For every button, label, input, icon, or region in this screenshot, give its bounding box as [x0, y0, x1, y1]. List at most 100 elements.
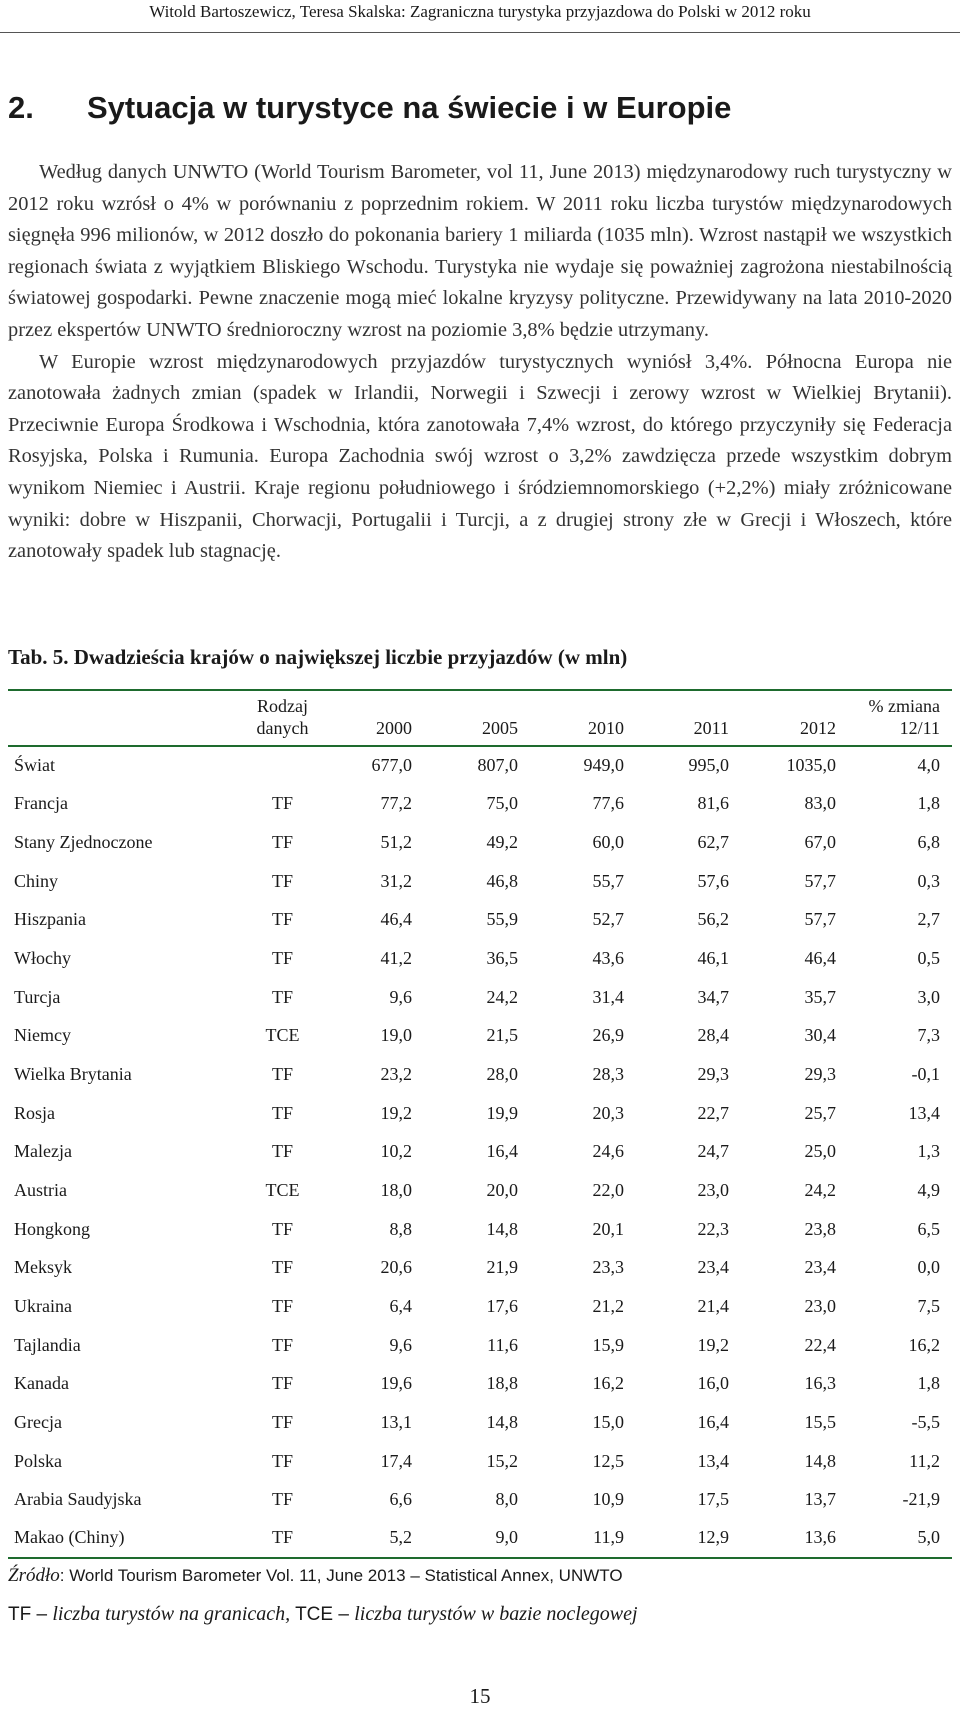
country: Grecja — [14, 1411, 62, 1432]
table-row: Grecja TF 13,1 14,8 15,0 16,4 15,5 -5,5 — [8, 1403, 952, 1442]
value-cell: 56,2 — [697, 909, 730, 930]
value-cell: 23,2 — [380, 1064, 413, 1085]
value-cell: 20,1 — [592, 1218, 625, 1239]
value-cell: 8,8 — [389, 1218, 413, 1239]
country: Polska — [14, 1450, 63, 1471]
value-cell: 18,0 — [380, 1180, 413, 1201]
value-cell: 23,4 — [697, 1257, 730, 1278]
table-row: Austria TCE 18,0 20,0 22,0 23,0 24,2 4,9 — [8, 1171, 952, 1210]
table-row: Francja TF 77,2 75,0 77,6 81,6 83,0 1,8 — [8, 785, 952, 824]
value-cell: 14,8 — [486, 1218, 519, 1239]
value-cell: 0,5 — [917, 948, 941, 969]
value-cell: 949,0 — [583, 755, 625, 776]
country: Chiny — [14, 870, 59, 891]
value-cell: 6,6 — [389, 1489, 413, 1510]
value-cell: 677,0 — [371, 755, 413, 776]
table-row: Turcja TF 9,6 24,2 31,4 34,7 35,7 3,0 — [8, 978, 952, 1017]
value-cell: 12,5 — [592, 1450, 625, 1471]
value-cell: 57,7 — [804, 870, 837, 891]
value-cell: 16,3 — [804, 1373, 837, 1394]
value-cell: 6,4 — [389, 1296, 413, 1317]
value-cell: 21,9 — [486, 1257, 519, 1278]
value-cell: -0,1 — [911, 1064, 941, 1085]
abbr: TCE — [295, 1604, 334, 1625]
data-type: TF — [271, 1373, 293, 1394]
data-type: TF — [271, 1489, 293, 1510]
value-cell: 17,4 — [380, 1450, 413, 1471]
year-header: 2005 — [482, 718, 518, 738]
value-cell: 43,6 — [592, 948, 625, 969]
year-header: 2011 — [693, 718, 729, 738]
header-rule — [0, 32, 960, 33]
country: Meksyk — [14, 1257, 72, 1278]
value-cell: 20,0 — [486, 1180, 519, 1201]
value-cell: 55,9 — [486, 909, 519, 930]
page-number: 15 — [469, 1684, 491, 1708]
data-type: TF — [271, 793, 293, 814]
value-cell: 11,9 — [593, 1527, 624, 1548]
data-type: TF — [271, 1411, 293, 1432]
value-cell: 62,7 — [697, 832, 730, 853]
value-cell: 13,4 — [697, 1450, 730, 1471]
value-cell: 9,6 — [389, 986, 413, 1007]
value-cell: 23,3 — [592, 1257, 625, 1278]
value-cell: 15,2 — [486, 1450, 519, 1471]
value-cell: 55,7 — [592, 870, 625, 891]
country: Wielka Brytania — [14, 1064, 132, 1085]
value-cell: 10,2 — [380, 1141, 413, 1162]
country: Arabia Saudyjska — [14, 1489, 142, 1510]
data-type: TF — [271, 1257, 293, 1278]
value-cell: 807,0 — [477, 755, 519, 776]
table-row: Wielka Brytania TF 23,2 28,0 28,3 29,3 29,3 -0,… — [8, 1055, 952, 1094]
value-cell: 23,8 — [804, 1218, 837, 1239]
value-cell: 2,7 — [917, 909, 941, 930]
country: Francja — [14, 793, 68, 814]
value-cell: 19,9 — [486, 1102, 519, 1123]
value-cell: 28,4 — [697, 1025, 730, 1046]
header-text: danych — [256, 718, 309, 738]
country: Hongkong — [14, 1218, 90, 1239]
data-type: TF — [271, 1218, 293, 1239]
value-cell: 46,4 — [804, 948, 837, 969]
value-cell: 5,2 — [389, 1527, 413, 1548]
value-cell: 19,6 — [380, 1373, 413, 1394]
value-cell: 21,4 — [697, 1296, 730, 1317]
value-cell: 995,0 — [688, 755, 730, 776]
paragraph: Według danych UNWTO (World Tourism Barom… — [8, 161, 952, 341]
value-cell: 30,4 — [804, 1025, 837, 1046]
header-text: % zmiana — [868, 696, 940, 716]
value-cell: 31,2 — [380, 870, 413, 891]
value-cell: 19,2 — [380, 1102, 413, 1123]
value-cell: 52,7 — [592, 909, 625, 930]
value-cell: 28,3 — [592, 1064, 625, 1085]
value-cell: 13,4 — [908, 1102, 941, 1123]
source-note: Źródło: World Tourism Barometer Vol. 11,… — [8, 1565, 623, 1587]
table-head: Rodzaj danych 2000 2005 2010 2011 2012% zmian… — [8, 690, 952, 746]
country: Świat — [14, 755, 56, 776]
country: Kanada — [14, 1373, 69, 1394]
table-row: Hiszpania TF 46,4 55,9 52,7 56,2 57,7 2,7 — [8, 901, 952, 940]
value-cell: 46,1 — [697, 948, 730, 969]
value-cell: 23,4 — [804, 1257, 837, 1278]
value-cell: 17,6 — [486, 1296, 519, 1317]
value-cell: 7,5 — [917, 1296, 941, 1317]
value-cell: 21,5 — [486, 1025, 519, 1046]
data-type: TF — [271, 832, 293, 853]
value-cell: 67,0 — [804, 832, 837, 853]
section-number: 2. — [8, 90, 34, 125]
country: Włochy — [14, 948, 71, 969]
value-cell: 0,0 — [917, 1257, 941, 1278]
table-row: Włochy TF 41,2 36,5 43,6 46,1 46,4 0,5 — [8, 939, 952, 978]
value-cell: 13,1 — [380, 1411, 413, 1432]
value-cell: 22,0 — [592, 1180, 625, 1201]
value-cell: 24,6 — [592, 1141, 625, 1162]
value-cell: 22,3 — [697, 1218, 730, 1239]
value-cell: 16,4 — [697, 1411, 730, 1432]
table-row: Ukraina TF 6,4 17,6 21,2 21,4 23,0 7,5 — [8, 1287, 952, 1326]
value-cell: 1,8 — [917, 793, 941, 814]
table-row: Arabia Saudyjska TF 6,6 8,0 10,9 17,5 13,7 -21,… — [8, 1480, 952, 1519]
value-cell: 15,9 — [592, 1334, 625, 1355]
paragraph: W Europie wzrost międzynarodowych przyja… — [8, 350, 952, 563]
value-cell: 6,8 — [917, 832, 941, 853]
table-row: Świat 677,0 807,0 949,0 995,0 1035,0 4,0 — [8, 746, 952, 785]
